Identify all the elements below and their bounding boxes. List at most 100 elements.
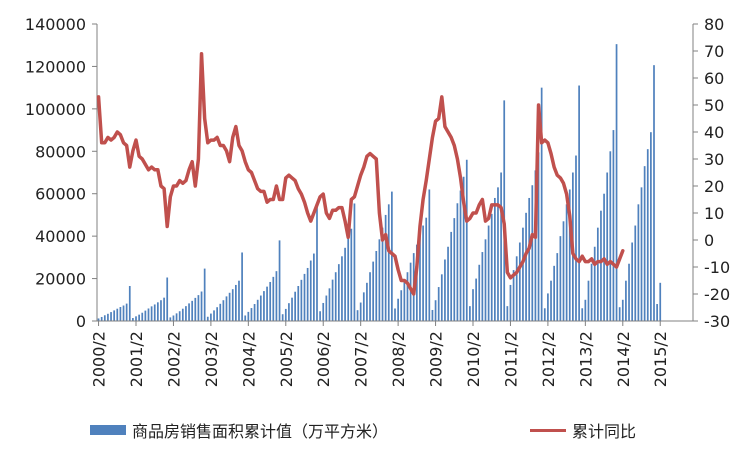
- bar: [303, 273, 306, 321]
- bar: [531, 185, 534, 321]
- bar: [478, 264, 481, 321]
- bar: [587, 280, 590, 321]
- bar: [238, 280, 240, 321]
- bar-series: [97, 44, 662, 322]
- bar: [253, 304, 256, 321]
- bar: [107, 313, 109, 321]
- bar: [534, 170, 537, 321]
- bar: [369, 272, 371, 321]
- bar: [431, 309, 434, 321]
- x-tick-label: 2004/2: [239, 331, 258, 387]
- bar: [615, 44, 618, 322]
- bar: [475, 278, 477, 321]
- right-tick-label: -10: [704, 258, 730, 277]
- line-series: [96, 51, 625, 296]
- legend-item-bar: 商品房销售面积累计值（万平方米）: [90, 418, 388, 442]
- bar: [194, 297, 197, 321]
- bar: [553, 265, 555, 321]
- bar: [291, 297, 293, 321]
- bar: [618, 307, 621, 321]
- bar: [328, 288, 331, 321]
- bar: [428, 189, 431, 321]
- bar: [581, 308, 584, 321]
- bar: [222, 300, 225, 321]
- bar: [537, 152, 540, 321]
- x-tick-label: 2014/2: [614, 331, 633, 387]
- bar: [334, 272, 337, 321]
- bar: [141, 312, 144, 321]
- bar: [653, 65, 655, 321]
- bar: [266, 286, 268, 321]
- bar: [375, 250, 378, 321]
- bar: [650, 132, 652, 321]
- bar: [197, 295, 200, 321]
- bar: [447, 246, 449, 321]
- legend-swatch-line: [530, 428, 566, 432]
- bar: [472, 289, 474, 321]
- bar: [275, 271, 278, 321]
- legend-item-line: 累计同比: [530, 418, 636, 442]
- bar: [503, 100, 506, 322]
- bar: [387, 204, 390, 321]
- bar: [160, 300, 162, 321]
- bar: [228, 292, 231, 321]
- bar: [169, 317, 172, 321]
- bar: [188, 303, 190, 321]
- bar: [494, 197, 496, 321]
- bar: [147, 308, 150, 321]
- bar: [565, 204, 568, 321]
- bar: [138, 314, 140, 321]
- bar: [528, 197, 531, 321]
- legend: 商品房销售面积累计值（万平方米） 累计同比: [0, 418, 753, 448]
- bar: [203, 268, 206, 321]
- x-tick-label: 2011/2: [502, 331, 521, 387]
- bar: [512, 270, 515, 321]
- right-tick-label: 20: [704, 177, 724, 196]
- bar: [132, 318, 134, 321]
- bar: [372, 261, 375, 321]
- left-tick-label: 120000: [25, 57, 86, 76]
- bar: [116, 308, 119, 321]
- bar: [381, 227, 384, 321]
- bar: [100, 316, 103, 321]
- left-tick-label: 80000: [35, 142, 86, 161]
- bar: [297, 286, 300, 321]
- bar: [406, 272, 409, 321]
- bar: [481, 252, 484, 321]
- right-tick-label: 0: [704, 231, 714, 250]
- bar: [397, 298, 399, 321]
- x-tick-label: 2015/2: [651, 331, 670, 387]
- x-tick-label: 2002/2: [165, 331, 184, 387]
- bar: [525, 212, 527, 321]
- bar: [612, 130, 615, 321]
- bar: [300, 279, 303, 321]
- bar: [213, 310, 215, 321]
- tick-labels: 0 20000 40000 60000 80000 100000 120000 140000 -…: [25, 15, 730, 387]
- bar: [175, 313, 178, 321]
- bar: [391, 191, 393, 321]
- bar: [110, 312, 112, 321]
- bar: [559, 236, 562, 321]
- bar: [353, 203, 356, 321]
- bar: [518, 242, 521, 321]
- left-tick-label: 20000: [35, 270, 86, 289]
- bar: [219, 303, 222, 321]
- bar: [216, 307, 218, 321]
- bar: [459, 190, 462, 321]
- bar: [319, 311, 321, 321]
- bar: [350, 228, 353, 321]
- bar: [434, 300, 437, 321]
- bar: [450, 231, 453, 321]
- right-tick-label: 10: [704, 204, 724, 223]
- bar: [347, 238, 350, 321]
- bar: [306, 267, 309, 321]
- bar: [596, 227, 599, 321]
- bar: [356, 310, 359, 321]
- bar: [191, 300, 194, 321]
- bar: [400, 290, 403, 321]
- bar: [646, 149, 649, 321]
- bar: [500, 172, 502, 321]
- x-tick-label: 2003/2: [202, 331, 221, 387]
- bar: [250, 308, 253, 321]
- bar: [235, 284, 237, 321]
